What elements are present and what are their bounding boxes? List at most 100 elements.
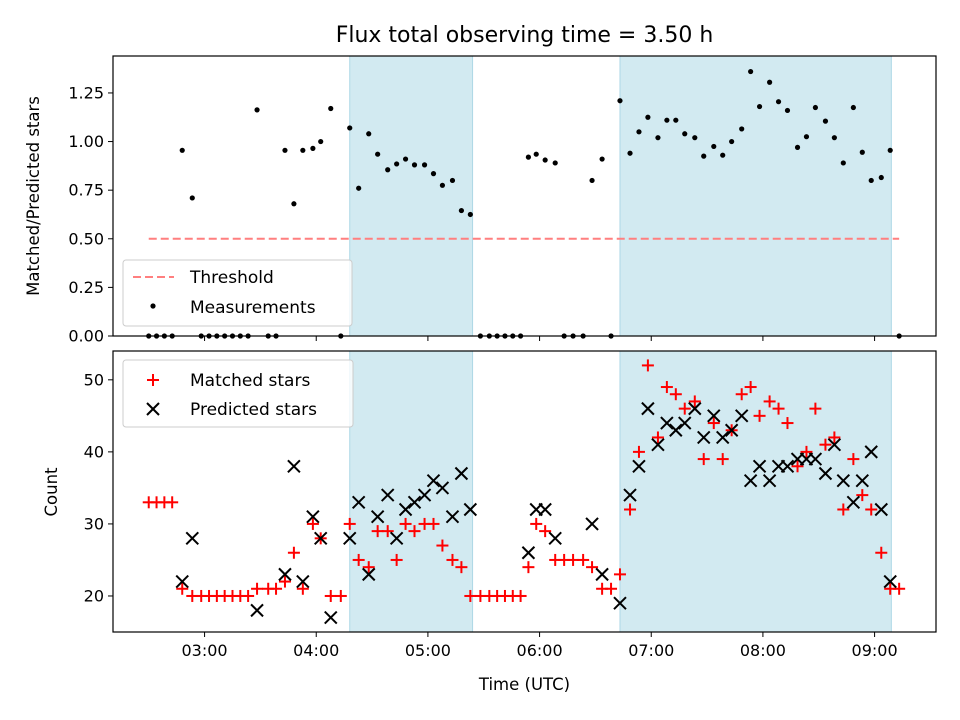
predicted-stars-point bbox=[623, 488, 637, 502]
y-tick-label: 20 bbox=[84, 586, 104, 605]
measurements-point bbox=[589, 177, 595, 184]
measurements-point bbox=[701, 153, 707, 159]
y-tick-label: 1.00 bbox=[68, 132, 104, 151]
chart-title: Flux total observing time = 3.50 h bbox=[336, 23, 714, 48]
predicted-stars-point bbox=[287, 459, 301, 473]
predicted-stars-point bbox=[324, 610, 338, 625]
matched-stars-point bbox=[334, 589, 347, 602]
legend-box bbox=[122, 359, 354, 428]
measurements-point bbox=[748, 68, 754, 75]
measurements-point bbox=[636, 129, 642, 135]
matched-stars-point bbox=[577, 553, 590, 566]
matched-stars-point bbox=[278, 575, 291, 588]
matched-legend-swatch bbox=[147, 374, 159, 386]
measurements-point bbox=[673, 117, 679, 123]
predicted-stars-point bbox=[362, 567, 376, 582]
axes-frame bbox=[112, 55, 937, 337]
predicted-stars-point bbox=[883, 574, 897, 589]
matched-stars-point bbox=[893, 582, 906, 595]
matched-stars-point bbox=[716, 453, 729, 466]
y-tick-label: 30 bbox=[84, 514, 104, 533]
matched-stars-point bbox=[408, 525, 421, 538]
matched-stars-point bbox=[166, 496, 179, 509]
predicted-stars-point bbox=[660, 416, 674, 430]
matched-stars-point bbox=[641, 359, 654, 372]
matched-stars-point bbox=[763, 395, 776, 408]
matched-stars-point bbox=[390, 553, 403, 566]
measurements-point bbox=[775, 99, 782, 105]
measurements-point bbox=[542, 157, 548, 163]
x-tick-label: 09:00 bbox=[852, 641, 898, 660]
measurements-point bbox=[756, 103, 763, 110]
predicted-stars-point bbox=[716, 430, 730, 445]
predicted-stars-point bbox=[678, 416, 692, 430]
matched-stars-point bbox=[362, 561, 375, 574]
measurements-point bbox=[328, 105, 334, 112]
x-tick-label: 03:00 bbox=[182, 641, 228, 660]
x-tick-label: 07:00 bbox=[628, 641, 674, 660]
matched-stars-point bbox=[819, 438, 832, 451]
predicted-stars-point bbox=[846, 495, 861, 510]
predicted-stars-point bbox=[613, 596, 627, 610]
predicted-stars-point bbox=[343, 531, 357, 546]
matched-stars-point bbox=[809, 402, 822, 415]
measurements-legend-swatch bbox=[150, 303, 156, 309]
y-tick-label: 0.75 bbox=[68, 181, 104, 200]
y-tick-label: 0.00 bbox=[68, 327, 104, 346]
predicted-stars-point bbox=[445, 510, 460, 524]
measurements-point bbox=[868, 177, 874, 184]
predicted-stars-point bbox=[454, 466, 469, 481]
matched-stars-point bbox=[707, 417, 720, 430]
ratio-legend: Threshold Measurements bbox=[122, 259, 353, 327]
measurements-point bbox=[664, 117, 670, 123]
measurements-point bbox=[421, 162, 428, 168]
matched-stars-point bbox=[296, 582, 309, 595]
measurements-point bbox=[366, 131, 372, 137]
measurements-point bbox=[859, 149, 865, 155]
matched-stars-point bbox=[381, 525, 394, 538]
predicted-stars-point bbox=[734, 409, 749, 423]
measurements-point bbox=[794, 144, 801, 150]
predicted-stars-point bbox=[407, 495, 422, 510]
measurements-point bbox=[254, 107, 260, 113]
measurements-point bbox=[533, 151, 539, 157]
matched-stars-point bbox=[828, 431, 841, 444]
measurements-point bbox=[803, 134, 810, 140]
bottom-y-axis-label: Count bbox=[42, 467, 61, 517]
legend-label-matched: Matched stars bbox=[190, 371, 310, 391]
matched-stars-point bbox=[586, 561, 599, 574]
predicted-stars-point bbox=[864, 445, 878, 459]
predicted-stars-point bbox=[632, 459, 646, 473]
measurements-point bbox=[430, 171, 437, 177]
matched-stars-point bbox=[669, 388, 682, 401]
measurements-point bbox=[739, 126, 745, 132]
matched-stars-point bbox=[688, 395, 701, 408]
shaded-region-2 bbox=[619, 55, 892, 337]
matched-stars-point bbox=[306, 517, 319, 530]
measurements-point bbox=[356, 185, 362, 191]
matched-stars-point bbox=[651, 431, 664, 444]
legend-label-predicted: Predicted stars bbox=[190, 400, 317, 420]
matched-stars-point bbox=[632, 445, 645, 458]
measurements-point bbox=[599, 156, 605, 162]
predicted-stars-point bbox=[762, 473, 777, 488]
measurements-point bbox=[655, 135, 661, 141]
predicted-stars-point bbox=[724, 423, 739, 437]
predicted-stars-point bbox=[780, 459, 795, 473]
matched-stars-point bbox=[176, 582, 189, 595]
predicted-stars-point bbox=[398, 502, 413, 517]
predicted-stars-point bbox=[641, 401, 655, 416]
predicted-stars-point bbox=[697, 430, 711, 445]
matched-stars-point bbox=[324, 589, 337, 602]
measurements-point bbox=[645, 114, 651, 120]
matched-stars-point bbox=[343, 517, 356, 530]
predicted-stars-point bbox=[389, 531, 404, 546]
predicted-stars-point bbox=[808, 452, 823, 466]
matched-stars-point bbox=[613, 568, 626, 581]
predicted-stars-point bbox=[380, 488, 395, 502]
y-tick-label: 50 bbox=[84, 370, 104, 389]
predicted-stars-point bbox=[688, 401, 702, 416]
predicted-stars-point bbox=[836, 473, 851, 488]
matched-stars-point bbox=[352, 553, 365, 566]
measurements-point bbox=[850, 104, 856, 111]
